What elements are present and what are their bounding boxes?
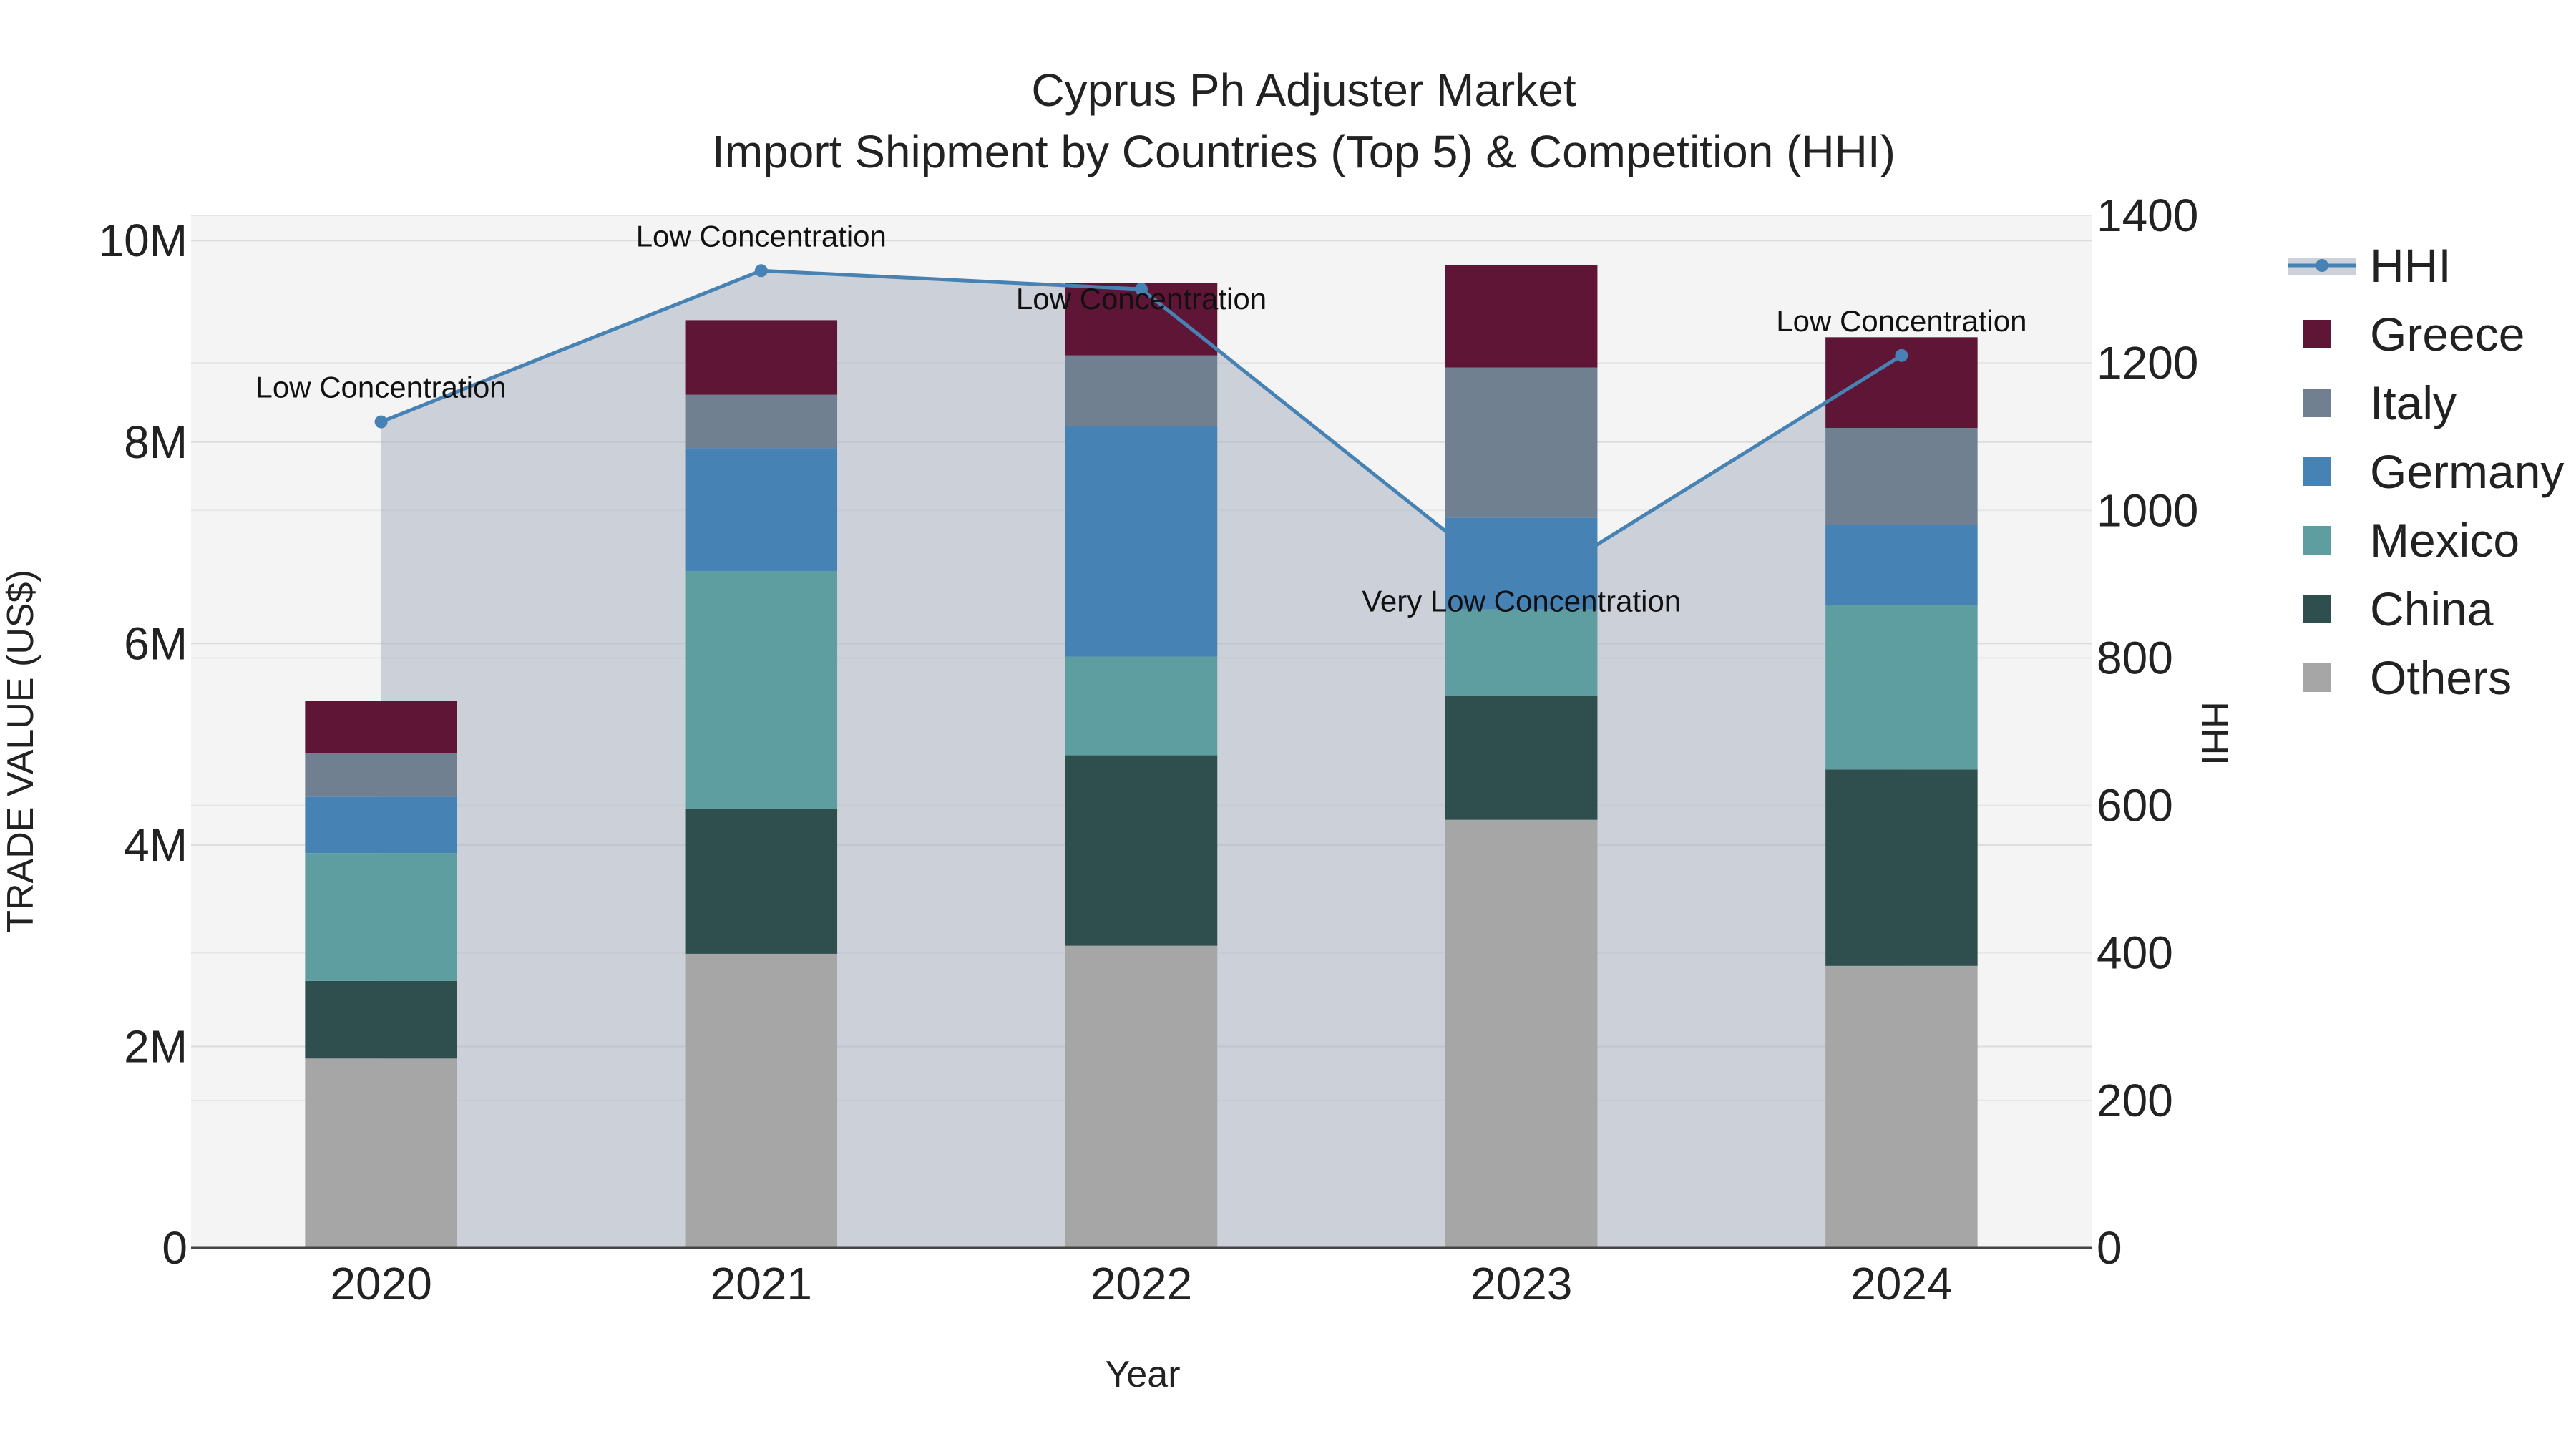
y2-tick-label: 1000 <box>2097 484 2198 536</box>
bar-italy-2023 <box>1445 367 1598 518</box>
bar-greece-2023 <box>1445 264 1598 368</box>
y-tick-label: 10M <box>99 215 188 266</box>
bar-china-2022 <box>1065 755 1218 946</box>
y2-tick-label: 400 <box>2097 927 2173 979</box>
legend-label-greece: Greece <box>2370 308 2524 361</box>
bar-italy-2020 <box>305 753 457 797</box>
bars <box>305 264 1978 1248</box>
bar-italy-2024 <box>1825 428 1978 525</box>
bar-others-2020 <box>305 1058 457 1248</box>
legend-swatch-germany <box>2303 457 2331 486</box>
y2-axis-ticks: 0 200 400 600 800 1000 1200 1400 <box>2097 190 2198 1274</box>
hhi-annotation-2023: Very Low Concentration <box>1362 585 1681 618</box>
legend-label-china: China <box>2370 582 2494 635</box>
hhi-annotation-2022: Low Concentration <box>1016 282 1267 316</box>
x-tick-label: 2022 <box>1091 1258 1192 1309</box>
hhi-annotation-2024: Low Concentration <box>1776 304 2026 338</box>
bar-others-2021 <box>685 953 838 1248</box>
legend-swatch-china <box>2303 595 2331 623</box>
bar-mexico-2020 <box>305 853 457 981</box>
bar-china-2020 <box>305 980 457 1059</box>
y2-axis-label: HHI <box>2194 701 2235 766</box>
legend-swatch-italy <box>2303 389 2331 417</box>
bar-germany-2020 <box>305 796 457 854</box>
legend-label-italy: Italy <box>2370 376 2457 429</box>
bar-mexico-2024 <box>1825 605 1978 770</box>
bar-others-2023 <box>1445 819 1598 1248</box>
x-tick-label: 2023 <box>1470 1258 1572 1309</box>
y2-tick-label: 1400 <box>2097 190 2198 241</box>
y-tick-label: 0 <box>162 1222 187 1274</box>
legend-swatch-others <box>2303 663 2331 692</box>
legend-label-mexico: Mexico <box>2370 514 2519 567</box>
y-tick-label: 8M <box>124 416 187 468</box>
bar-china-2023 <box>1445 696 1598 820</box>
hhi-point-2021 <box>754 264 768 278</box>
y2-tick-label: 0 <box>2097 1222 2122 1274</box>
hhi-point-2020 <box>374 415 388 429</box>
hhi-annotation-2021: Low Concentration <box>636 219 887 253</box>
chart-title: Cyprus Ph Adjuster Market <box>1031 64 1576 116</box>
hhi-point-2023 <box>1515 585 1528 598</box>
y-tick-label: 2M <box>124 1020 187 1072</box>
y2-tick-label: 600 <box>2097 780 2173 831</box>
hhi-point-2024 <box>1895 348 1908 362</box>
bar-china-2021 <box>685 809 838 954</box>
legend-swatch-mexico <box>2303 526 2331 555</box>
bar-germany-2021 <box>685 448 838 571</box>
bar-others-2024 <box>1825 965 1978 1248</box>
y-axis-ticks: 0 2M 4M 6M 8M 10M <box>99 215 188 1274</box>
hhi-line <box>374 264 1908 598</box>
bar-mexico-2023 <box>1445 609 1598 696</box>
bar-others-2022 <box>1065 945 1218 1248</box>
legend-hhi-marker <box>2316 259 2328 272</box>
bar-mexico-2022 <box>1065 656 1218 756</box>
bar-greece-2020 <box>305 701 457 753</box>
legend-label-germany: Germany <box>2370 445 2564 498</box>
legend-label-hhi: HHI <box>2370 239 2451 292</box>
y2-tick-label: 1200 <box>2097 337 2198 389</box>
y-tick-label: 4M <box>124 819 187 871</box>
bar-italy-2022 <box>1065 355 1218 426</box>
y-tick-label: 6M <box>124 618 187 669</box>
bar-mexico-2021 <box>685 570 838 809</box>
x-tick-label: 2021 <box>711 1258 812 1309</box>
chart-subtitle: Import Shipment by Countries (Top 5) & C… <box>712 126 1896 177</box>
bar-china-2024 <box>1825 769 1978 966</box>
legend: HHI Greece Italy Germany Mexico China Others <box>2288 239 2564 704</box>
hhi-point-2022 <box>1135 283 1148 296</box>
bar-italy-2021 <box>685 394 838 449</box>
x-axis-ticks: 2020 2021 2022 2023 2024 <box>330 1258 1952 1309</box>
bar-germany-2022 <box>1065 426 1218 657</box>
x-tick-label: 2024 <box>1850 1258 1952 1309</box>
y2-tick-label: 800 <box>2097 632 2173 683</box>
bar-germany-2024 <box>1825 525 1978 605</box>
x-tick-label: 2020 <box>330 1258 431 1309</box>
hhi-annotations: Low Concentration Low Concentration Low Co… <box>255 219 2026 618</box>
legend-label-others: Others <box>2370 651 2512 704</box>
x-axis-label: Year <box>1105 1354 1180 1395</box>
bar-greece-2021 <box>685 320 838 395</box>
y-axis-label: TRADE VALUE (US$) <box>0 570 42 933</box>
hhi-annotation-2020: Low Concentration <box>255 371 506 404</box>
legend-swatch-greece <box>2303 320 2331 348</box>
y2-tick-label: 200 <box>2097 1075 2173 1126</box>
